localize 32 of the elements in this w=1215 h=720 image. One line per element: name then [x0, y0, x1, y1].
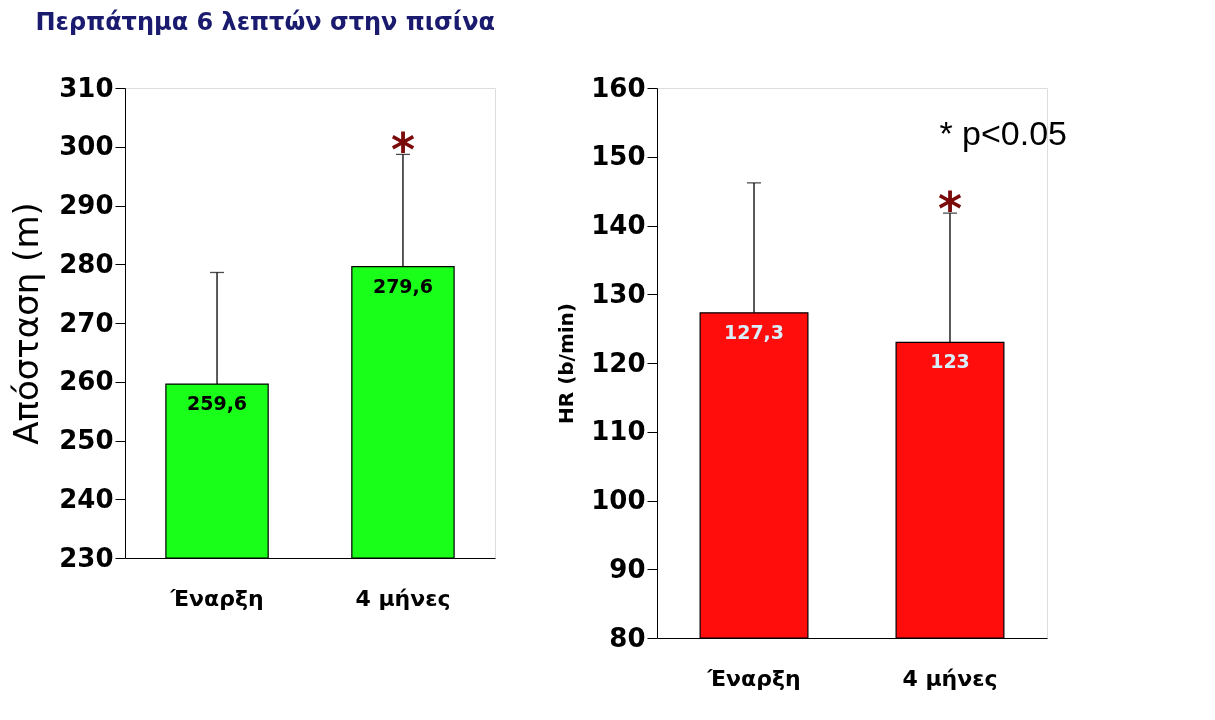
y-tick-label: 110	[591, 416, 646, 447]
y-tick-label: 100	[591, 485, 646, 515]
y-tick-label: 80	[609, 622, 646, 653]
y-tick-label: 310	[59, 72, 114, 103]
y-tick-label: 130	[591, 278, 646, 309]
chart-title: Περπάτημα 6 λεπτών στην πισίνα	[35, 8, 495, 36]
data-label: 127,3	[723, 320, 785, 343]
annotation: *	[390, 123, 415, 178]
x-tick-label: Έναρξη	[169, 585, 264, 611]
y-tick-label: 240	[59, 483, 114, 514]
data-label: 259,6	[186, 392, 248, 415]
data-label: 279,6	[372, 274, 434, 297]
y-axis-title: HR (b/min)	[554, 303, 579, 424]
y-tick-label: 250	[59, 425, 114, 455]
y-tick-label: 280	[59, 248, 114, 279]
x-tick-label: 4 μήνες	[902, 665, 998, 691]
annotation: *	[937, 182, 963, 237]
x-tick-label: 4 μήνες	[355, 585, 451, 611]
y-tick-label: 230	[59, 542, 114, 573]
y-tick-label: 160	[591, 72, 646, 103]
y-tick-label: 270	[59, 307, 114, 338]
y-tick-label: 260	[59, 366, 114, 397]
y-tick-label: 300	[59, 131, 114, 162]
x-tick-label: Έναρξη	[706, 665, 801, 691]
y-tick-label: 140	[591, 210, 646, 240]
y-tick-label: 290	[59, 190, 114, 220]
data-label: 123	[930, 350, 970, 373]
y-tick-label: 150	[591, 141, 646, 172]
y-axis-title: Απόσταση (m)	[6, 202, 47, 445]
y-tick-label: 90	[609, 553, 646, 584]
annotation: * p<0.05	[939, 114, 1067, 152]
y-tick-label: 120	[591, 347, 646, 378]
